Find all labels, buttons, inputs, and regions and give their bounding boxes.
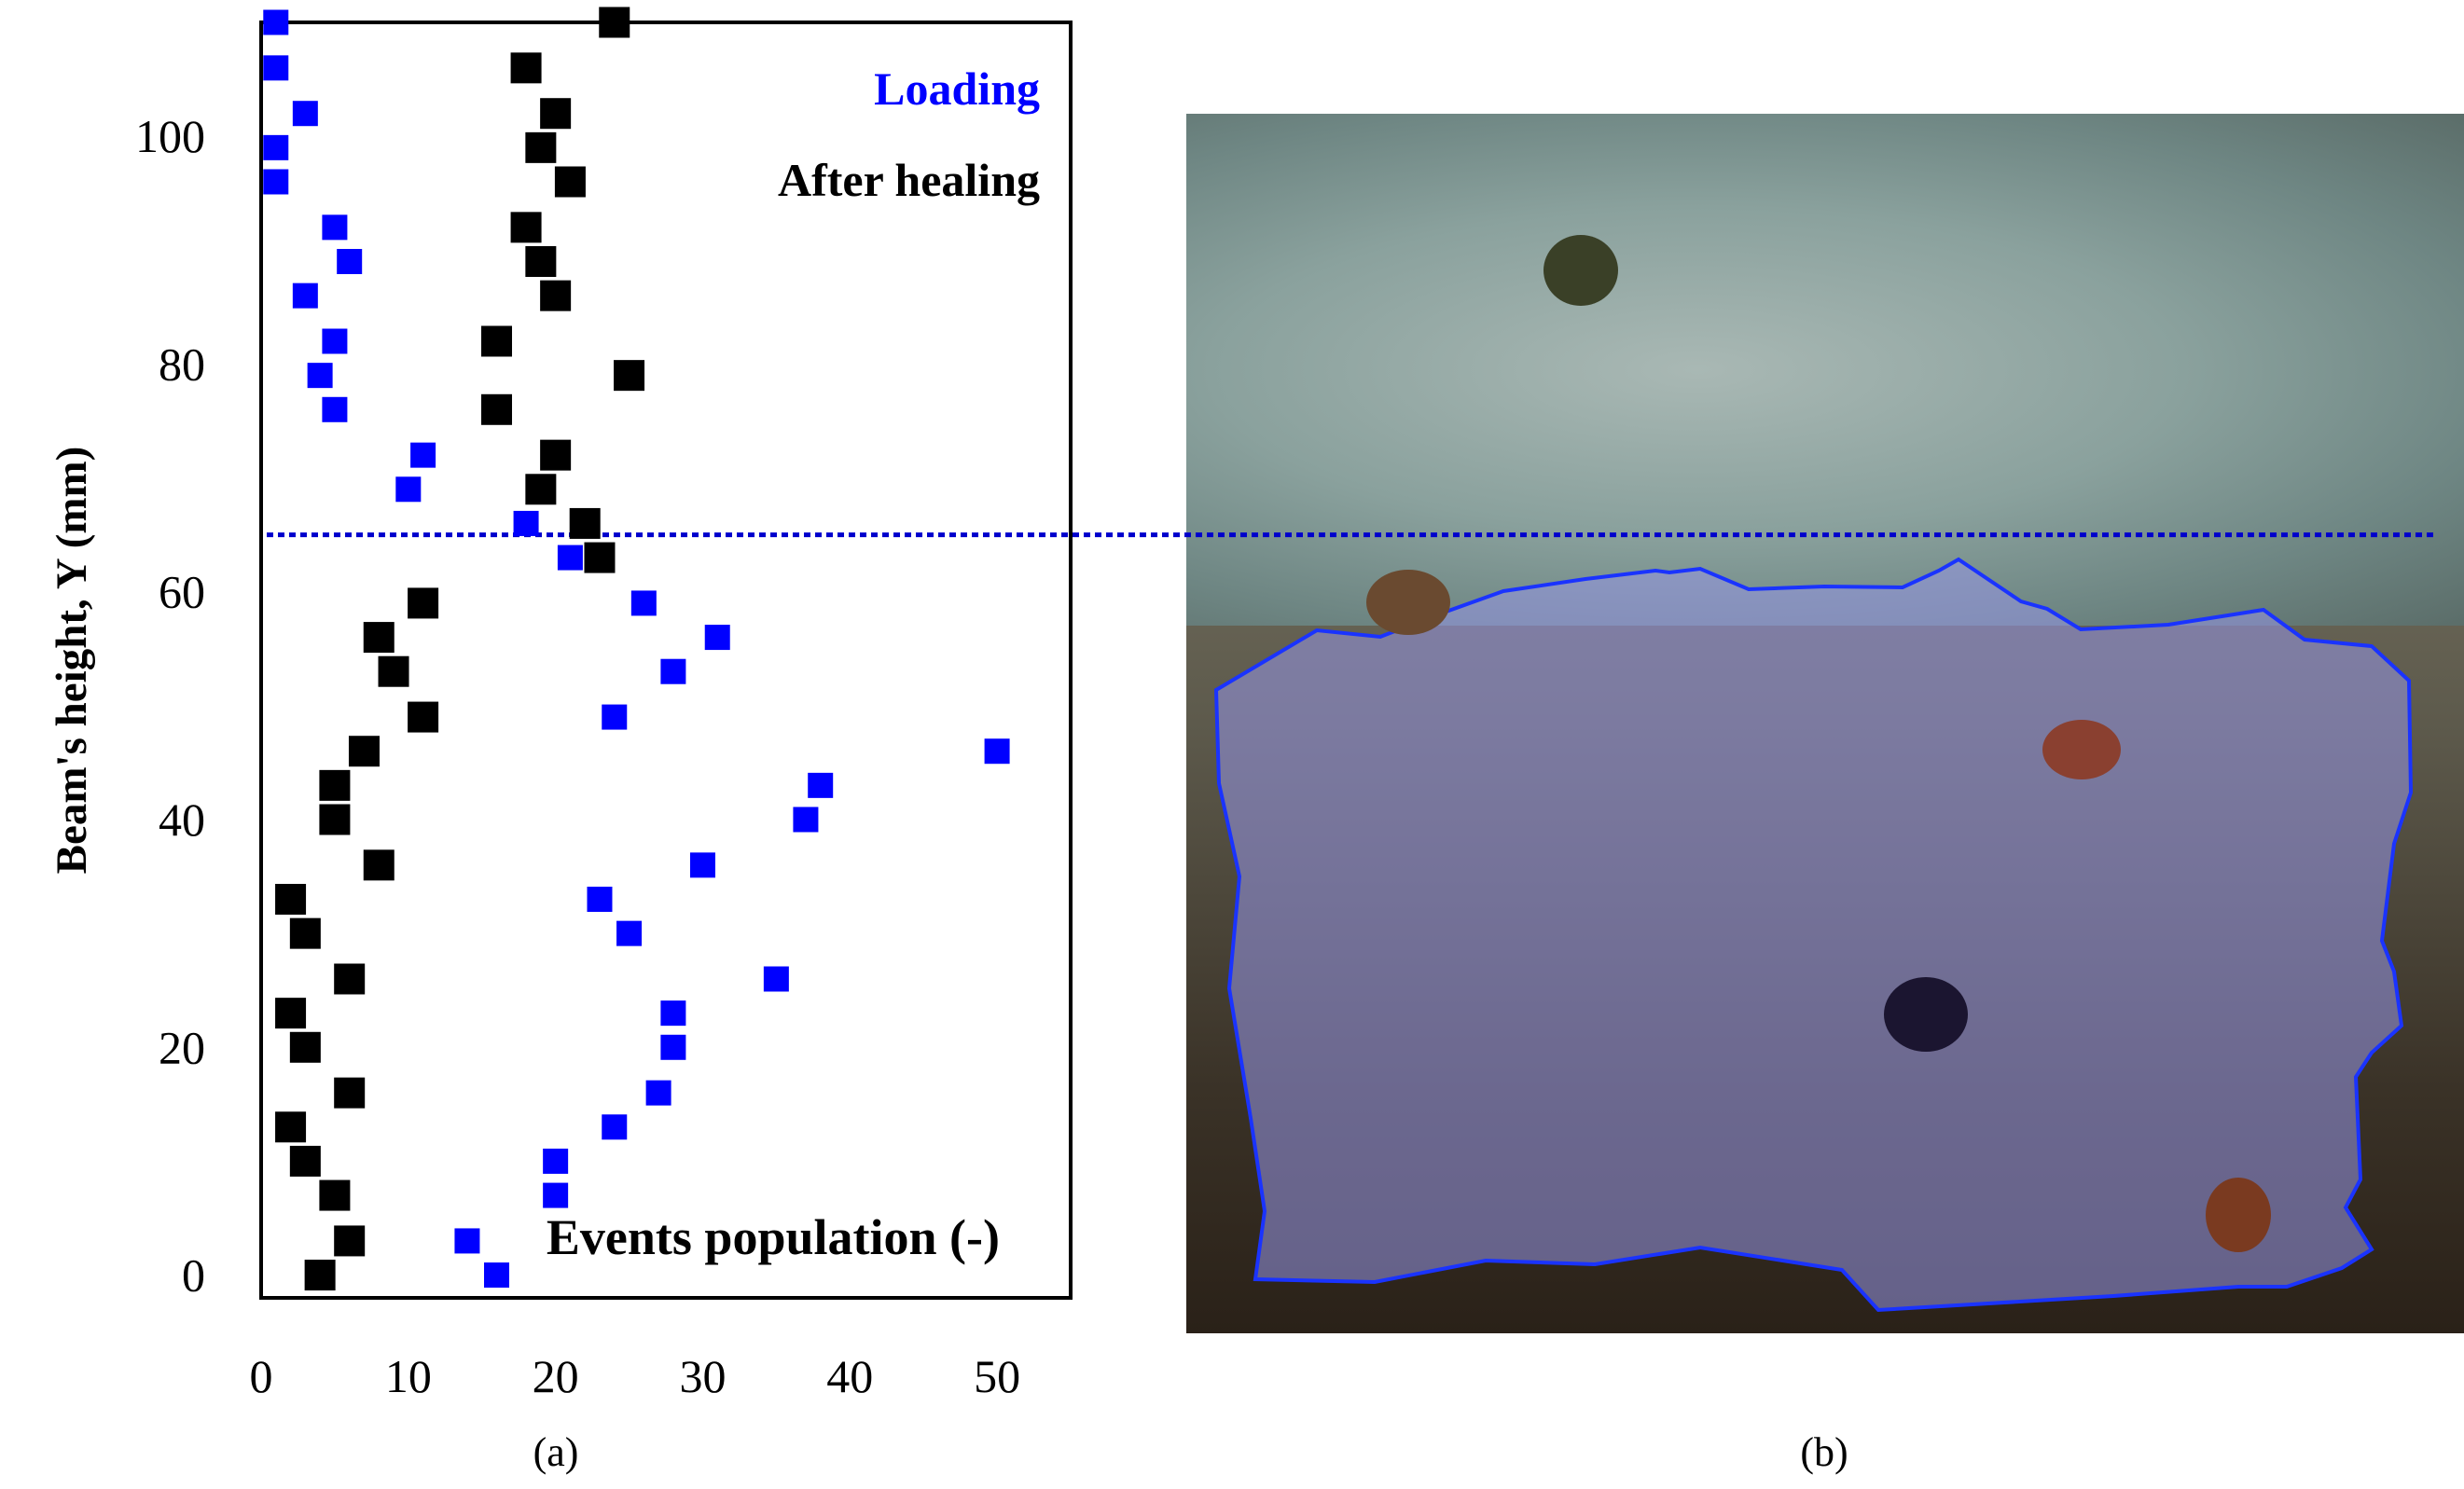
panel-label-a: (a) (533, 1429, 579, 1475)
after-healing-point (348, 736, 380, 767)
x-tick-label: 10 (385, 1350, 432, 1402)
loading-point (602, 1114, 628, 1140)
legend-after-healing: After healing (778, 154, 1040, 206)
y-axis-title: Beam's height, Y (mm) (48, 447, 96, 875)
after-healing-point (540, 439, 572, 471)
loading-point (602, 704, 628, 730)
loading-point (322, 328, 348, 354)
photo-upper-zone (1186, 114, 2464, 627)
x-tick-label: 40 (826, 1350, 873, 1402)
loading-point (689, 852, 715, 878)
after-healing-point (275, 1111, 307, 1143)
loading-point (660, 1000, 686, 1027)
panel-label-b: (b) (1800, 1429, 1848, 1475)
y-tick-label: 100 (135, 110, 205, 162)
after-healing-point (334, 963, 366, 995)
loading-point (557, 545, 583, 571)
after-healing-point (289, 1031, 321, 1063)
scatter-marks (263, 7, 1010, 1291)
x-tick-label: 20 (533, 1350, 579, 1402)
aggregate-stone (2042, 720, 2121, 779)
x-tick-label: 30 (679, 1350, 726, 1402)
loading-point (263, 134, 289, 160)
after-healing-point (584, 542, 616, 573)
loading-point (322, 214, 348, 241)
loading-point (263, 9, 289, 35)
after-healing-point (510, 52, 542, 84)
x-tick-label: 50 (974, 1350, 1020, 1402)
loading-point (263, 169, 289, 195)
after-healing-point (525, 246, 557, 277)
loading-point (454, 1228, 480, 1254)
loading-point (484, 1262, 510, 1289)
y-tick-label: 80 (159, 338, 205, 390)
loading-point (704, 625, 730, 651)
after-healing-point (289, 917, 321, 949)
after-healing-point (481, 325, 513, 357)
loading-point (793, 807, 819, 833)
x-axis-title: Events population (-) (547, 1209, 1000, 1265)
after-healing-point (525, 131, 557, 163)
after-healing-point (275, 998, 307, 1029)
loading-point (322, 396, 348, 422)
loading-point (513, 510, 539, 536)
after-healing-point (510, 212, 542, 243)
after-healing-point (378, 655, 409, 687)
plot-frame (259, 21, 1073, 1300)
after-healing-point (363, 622, 395, 654)
loading-point (337, 249, 363, 274)
aggregate-stone (1884, 977, 1968, 1052)
loading-point (808, 772, 834, 798)
y-tick-label: 20 (159, 1021, 205, 1073)
photo-overlay (1213, 235, 2414, 1313)
aggregate-stone (2206, 1178, 2271, 1252)
after-healing-point (319, 804, 351, 835)
loading-point (292, 283, 318, 309)
loading-point (543, 1148, 569, 1174)
after-healing-point (319, 769, 351, 801)
loading-point (763, 966, 789, 992)
y-tick-label: 40 (159, 793, 205, 846)
loading-point (984, 738, 1010, 765)
after-healing-point (408, 587, 439, 619)
after-healing-point (334, 1225, 366, 1257)
after-healing-point (540, 280, 572, 311)
x-tick-label: 0 (250, 1350, 273, 1402)
after-healing-point (569, 507, 601, 539)
loading-point (410, 442, 436, 468)
legend-loading: Loading (874, 62, 1040, 115)
after-healing-point (554, 166, 586, 198)
after-healing-point (599, 7, 630, 38)
after-healing-point (525, 474, 557, 505)
y-axis-ticks: 0 20 40 60 80 100 (135, 110, 205, 1301)
loading-point (395, 476, 422, 503)
y-tick-label: 60 (159, 566, 205, 618)
aggregate-stone (1543, 235, 1618, 306)
loading-point (263, 55, 289, 81)
loading-point (543, 1182, 569, 1208)
loading-point (630, 590, 657, 616)
after-healing-point (408, 701, 439, 733)
after-healing-point (275, 884, 307, 915)
after-healing-point (540, 98, 572, 130)
after-healing-point (304, 1260, 336, 1291)
after-healing-point (319, 1179, 351, 1211)
after-healing-point (334, 1077, 366, 1109)
x-axis-ticks: 0 10 20 30 40 50 (250, 1350, 1021, 1402)
after-healing-point (289, 1145, 321, 1177)
aggregate-stone (1366, 570, 1450, 635)
after-healing-point (614, 360, 645, 392)
loading-point (307, 363, 333, 389)
after-healing-point (363, 849, 395, 881)
loading-point (587, 887, 613, 912)
loading-point (292, 101, 318, 127)
loading-point (660, 658, 686, 684)
loading-point (660, 1034, 686, 1060)
y-tick-label: 0 (182, 1249, 205, 1302)
loading-point (645, 1080, 671, 1106)
loading-point (616, 920, 643, 946)
after-healing-point (481, 393, 513, 425)
